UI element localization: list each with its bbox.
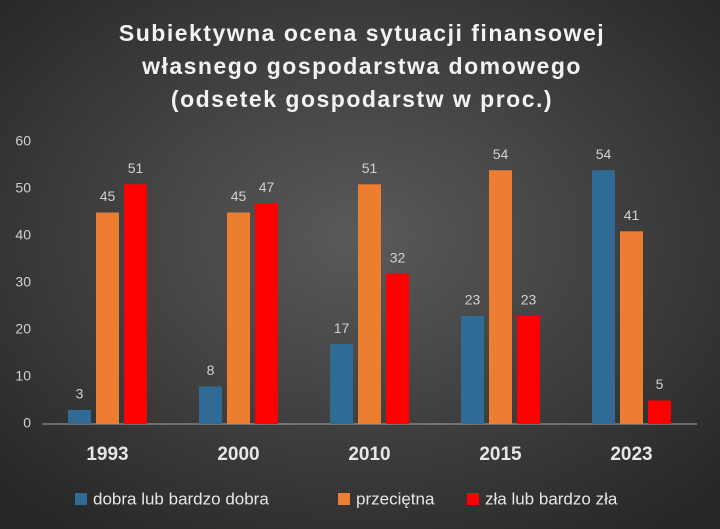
data-label: 23 [521, 292, 537, 308]
data-label: 51 [362, 160, 378, 176]
chart-title: własnego gospodarstwa domowego [141, 53, 582, 79]
bar [199, 386, 222, 424]
x-tick-label: 2010 [348, 444, 390, 465]
data-label: 32 [390, 249, 406, 265]
chart-title: (odsetek gospodarstw w proc.) [171, 86, 553, 112]
bar [227, 212, 250, 424]
x-tick-label: 2023 [610, 444, 652, 465]
legend-label: dobra lub bardzo dobra [93, 489, 269, 508]
x-tick-label: 2015 [479, 444, 522, 465]
chart-title: Subiektywna ocena sytuacji finansowej [119, 20, 605, 46]
bar [386, 273, 409, 424]
data-label: 47 [259, 179, 275, 195]
bar [358, 184, 381, 424]
bar [68, 409, 91, 424]
data-label: 41 [624, 207, 640, 223]
data-label: 3 [76, 386, 84, 402]
x-tick-label: 2000 [217, 444, 259, 465]
legend-swatch [467, 493, 479, 505]
y-tick-label: 40 [15, 227, 31, 243]
data-label: 8 [207, 362, 215, 378]
y-tick-label: 30 [15, 274, 31, 290]
legend-swatch [75, 493, 87, 505]
data-label: 45 [231, 188, 247, 204]
x-tick-label: 1993 [86, 444, 128, 465]
bar [517, 315, 540, 424]
bar [461, 315, 484, 424]
bar [330, 344, 353, 424]
data-label: 23 [465, 292, 481, 308]
bar [620, 231, 643, 424]
data-label: 51 [128, 160, 144, 176]
y-tick-label: 60 [15, 133, 31, 149]
y-tick-label: 20 [15, 321, 31, 337]
bar [124, 184, 147, 424]
bar [96, 212, 119, 424]
data-label: 17 [334, 320, 350, 336]
bar [489, 170, 512, 424]
legend-label: zła lub bardzo zła [485, 489, 618, 508]
data-label: 54 [596, 146, 612, 162]
data-label: 45 [100, 188, 116, 204]
data-label: 54 [493, 146, 509, 162]
bar [255, 203, 278, 424]
data-label: 5 [656, 376, 664, 392]
y-tick-label: 0 [23, 415, 31, 431]
bar [592, 170, 615, 424]
y-tick-label: 10 [15, 368, 31, 384]
bar [648, 400, 671, 424]
legend-label: przeciętna [356, 489, 435, 508]
y-tick-label: 50 [15, 180, 31, 196]
legend-swatch [338, 493, 350, 505]
